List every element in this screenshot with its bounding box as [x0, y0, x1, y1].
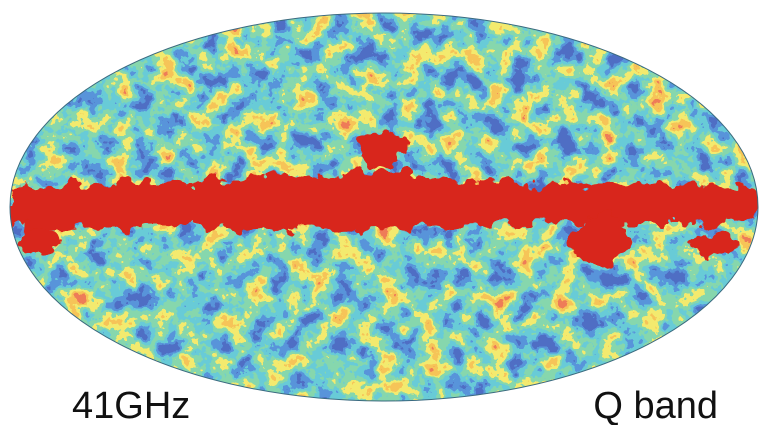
sky-map-figure: 41GHz Q band [0, 0, 760, 425]
sky-map [0, 0, 760, 425]
page: 41GHz Q band (() => { const data = JSON.… [0, 0, 760, 425]
band-label: Q band [593, 385, 718, 425]
frequency-label: 41GHz [72, 385, 190, 425]
